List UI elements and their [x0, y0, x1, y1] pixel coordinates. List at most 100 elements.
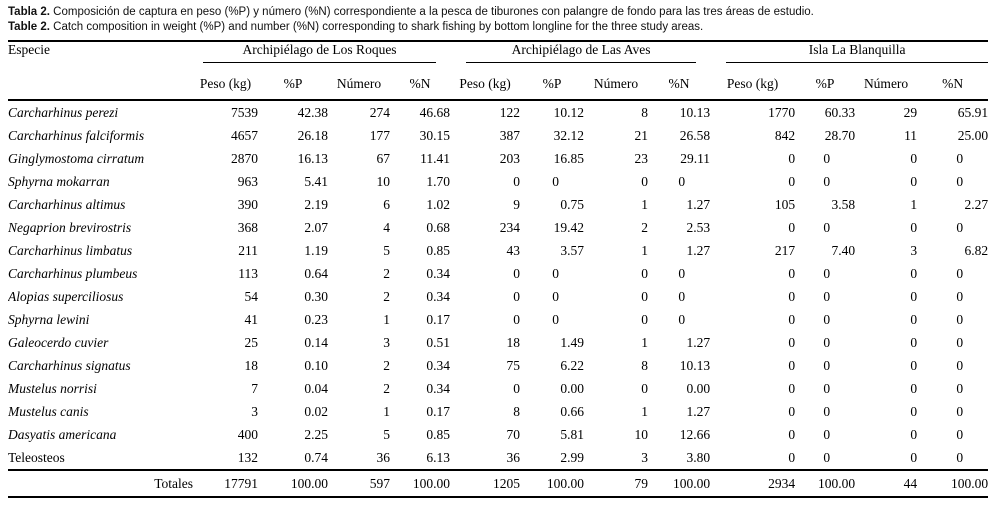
value-cell: 0 — [641, 288, 649, 304]
species-cell: Ginglymostoma cirratum — [8, 150, 145, 166]
value-cell: 368 — [237, 219, 258, 235]
group-underline: Archipiélago de Los Roques — [203, 42, 437, 63]
value-cell: 2 — [383, 380, 390, 396]
value-cell: 1 — [383, 403, 390, 419]
value-cell: 1.27 — [686, 242, 711, 258]
col-header-pctn-2: %N — [668, 76, 690, 91]
value-cell: 0 — [641, 265, 649, 281]
group-underline: Isla La Blanquilla — [726, 42, 989, 63]
value-cell: 0 — [823, 311, 831, 327]
value-cell: 7 — [251, 380, 258, 396]
col-header-pctp-2: %P — [542, 76, 562, 91]
value-cell: 7.40 — [831, 242, 856, 258]
species-cell: Carcharhinus falciformis — [8, 127, 145, 143]
value-cell: 597 — [369, 475, 390, 491]
value-cell: 0 — [788, 150, 796, 166]
value-cell: 0 — [552, 173, 560, 189]
value-cell: 0 — [956, 357, 964, 373]
value-cell: 400 — [237, 426, 258, 442]
value-cell: 203 — [499, 150, 521, 166]
value-cell: 0 — [823, 426, 831, 442]
value-cell: 0 — [956, 150, 964, 166]
value-cell: 0 — [910, 426, 918, 442]
value-cell: 0 — [513, 173, 521, 189]
value-cell: 122 — [499, 104, 521, 120]
value-cell: 10 — [634, 426, 649, 442]
value-cell: 29.11 — [680, 150, 711, 166]
value-cell: 0 — [678, 288, 686, 304]
value-cell: 46.68 — [419, 104, 451, 120]
value-cell: 100.00 — [546, 475, 585, 491]
table-row: Dasyatis americana 400 2.25 5 0.85 70 5.81 10 12… — [8, 423, 988, 446]
value-cell: 0 — [788, 288, 796, 304]
species-cell: Sphyrna lewini — [8, 311, 90, 327]
value-cell: 0 — [910, 403, 918, 419]
value-cell: 43 — [506, 242, 521, 258]
value-cell: 0 — [513, 311, 521, 327]
value-cell: 0 — [910, 380, 918, 396]
value-cell: 0 — [678, 265, 686, 281]
value-cell: 0 — [823, 288, 831, 304]
value-cell: 5.81 — [560, 426, 585, 442]
group-label: Archipiélago de Los Roques — [242, 42, 397, 57]
col-header-peso-1: Peso (kg) — [199, 76, 252, 91]
value-cell: 0 — [910, 150, 918, 166]
table-row: Ginglymostoma cirratum 2870 16.13 67 11.41 20… — [8, 147, 988, 170]
value-cell: 18 — [506, 334, 521, 350]
value-cell: 0 — [788, 449, 796, 465]
value-cell: 0 — [552, 265, 560, 281]
value-cell: 41 — [244, 311, 259, 327]
caption-label-en: Table 2. — [8, 21, 50, 33]
value-cell: 25 — [244, 334, 259, 350]
caption-line-es: Tabla 2. Composición de captura en peso … — [8, 5, 988, 20]
value-cell: 3 — [641, 449, 649, 465]
species-cell: Carcharhinus limbatus — [8, 242, 133, 258]
value-cell: 18 — [244, 357, 259, 373]
value-cell: 390 — [237, 196, 258, 212]
table-foot: Totales 17791 100.00 597 100.00 1205 100.00 79… — [8, 470, 989, 497]
species-column-header: Especie — [8, 42, 50, 57]
value-cell: 5.41 — [304, 173, 328, 189]
value-cell: 79 — [634, 475, 649, 491]
value-cell: 8 — [641, 357, 649, 373]
value-cell: 0 — [513, 380, 521, 396]
value-cell: 29 — [903, 104, 918, 120]
value-cell: 0 — [956, 334, 964, 350]
value-cell: 4657 — [231, 127, 258, 143]
value-cell: 0 — [956, 380, 964, 396]
value-cell: 3.80 — [686, 449, 711, 465]
value-cell: 217 — [774, 242, 796, 258]
species-cell: Carcharhinus altimus — [8, 196, 126, 212]
value-cell: 0 — [910, 311, 918, 327]
value-cell: 1 — [641, 242, 649, 258]
value-cell: 211 — [238, 242, 258, 258]
value-cell: 1 — [910, 196, 918, 212]
col-header-numero-1: Número — [336, 76, 382, 91]
value-cell: 12.66 — [679, 426, 711, 442]
value-cell: 0 — [788, 173, 796, 189]
table-row: Sphyrna lewini 41 0.23 1 0.17 0 0 0 0 0 0 0 0 — [8, 308, 988, 331]
value-cell: 0 — [823, 150, 831, 166]
value-cell: 132 — [237, 449, 258, 465]
value-cell: 0.34 — [426, 265, 451, 281]
value-cell: 1.27 — [686, 196, 711, 212]
value-cell: 28.70 — [824, 127, 856, 143]
value-cell: 0 — [956, 449, 964, 465]
value-cell: 0 — [513, 265, 521, 281]
value-cell: 2.53 — [686, 219, 711, 235]
value-cell: 0.66 — [560, 403, 585, 419]
value-cell: 2934 — [768, 475, 796, 491]
value-cell: 26.18 — [297, 127, 328, 143]
value-cell: 0 — [910, 265, 918, 281]
value-cell: 1 — [383, 311, 390, 327]
value-cell: 0.34 — [426, 380, 451, 396]
value-cell: 42.38 — [297, 104, 328, 120]
species-cell: Teleosteos — [8, 449, 65, 465]
value-cell: 0.68 — [426, 219, 451, 235]
value-cell: 100.00 — [290, 475, 328, 491]
value-cell: 1770 — [768, 104, 796, 120]
value-cell: 963 — [237, 173, 258, 189]
group-label: Archipiélago de Las Aves — [511, 42, 651, 57]
value-cell: 26.58 — [679, 127, 711, 143]
